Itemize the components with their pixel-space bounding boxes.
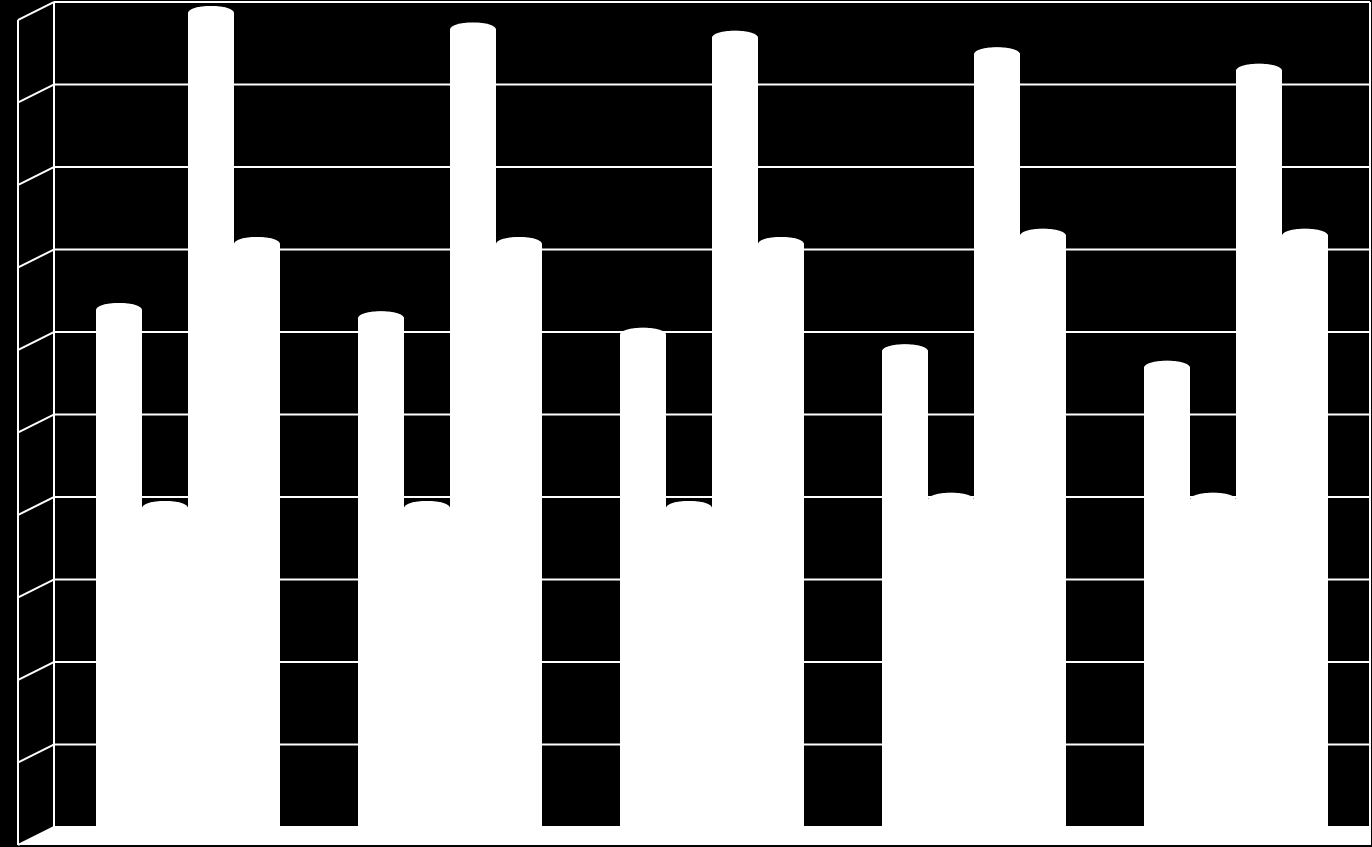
bar-base-g4-s2: [928, 831, 974, 845]
bar-cap-g5-s1: [1144, 361, 1190, 375]
bar-g2-s4: [496, 237, 542, 845]
bar-base-g2-s4: [496, 831, 542, 845]
bar-cap-g1-s2: [142, 501, 188, 515]
bar-cap-g3-s2: [666, 501, 712, 515]
bar-g5-s2: [1190, 493, 1236, 845]
bar-base-g1-s4: [234, 831, 280, 845]
bar-cap-g2-s1: [358, 311, 404, 325]
bar-base-g3-s3: [712, 831, 758, 845]
bar-cap-g2-s4: [496, 237, 542, 251]
bar-cap-g3-s1: [620, 328, 666, 342]
bar-cap-g1-s3: [188, 6, 234, 20]
bar-base-g2-s2: [404, 831, 450, 845]
bar-base-g2-s3: [450, 831, 496, 845]
bar-cap-g2-s3: [450, 23, 496, 37]
bar-base-g2-s1: [358, 831, 404, 845]
bar-g3-s3: [712, 31, 758, 845]
bar-g4-s4: [1020, 229, 1066, 845]
bar-g4-s3: [974, 47, 1020, 845]
bar-g5-s3: [1236, 64, 1282, 845]
bar-g1-s3: [188, 6, 234, 845]
bar-base-g5-s4: [1282, 831, 1328, 845]
bar-g3-s4: [758, 237, 804, 845]
bar-cap-g4-s4: [1020, 229, 1066, 243]
bar-g1-s1: [96, 303, 142, 845]
bar-base-g1-s1: [96, 831, 142, 845]
bar-g2-s2: [404, 501, 450, 845]
bar-base-g1-s2: [142, 831, 188, 845]
bar-base-g3-s2: [666, 831, 712, 845]
bar-g4-s1: [882, 344, 928, 845]
bar-base-g3-s1: [620, 831, 666, 845]
bar-cap-g3-s3: [712, 31, 758, 45]
bar-cap-g3-s4: [758, 237, 804, 251]
bar-g1-s2: [142, 501, 188, 845]
bar-cap-g2-s2: [404, 501, 450, 515]
bar-base-g5-s3: [1236, 831, 1282, 845]
bar-chart: [0, 0, 1372, 847]
bar-base-g4-s4: [1020, 831, 1066, 845]
bar-base-g1-s3: [188, 831, 234, 845]
bar-base-g4-s1: [882, 831, 928, 845]
bar-g3-s1: [620, 328, 666, 845]
bar-cap-g4-s1: [882, 344, 928, 358]
bar-g1-s4: [234, 237, 280, 845]
bar-base-g3-s4: [758, 831, 804, 845]
bar-base-g5-s1: [1144, 831, 1190, 845]
bar-g3-s2: [666, 501, 712, 845]
bar-cap-g1-s4: [234, 237, 280, 251]
bar-cap-g5-s4: [1282, 229, 1328, 243]
bar-cap-g5-s3: [1236, 64, 1282, 78]
bar-g2-s3: [450, 23, 496, 846]
bar-cap-g4-s3: [974, 47, 1020, 61]
bar-cap-g4-s2: [928, 493, 974, 507]
bar-base-g5-s2: [1190, 831, 1236, 845]
bar-g5-s1: [1144, 361, 1190, 845]
bar-cap-g5-s2: [1190, 493, 1236, 507]
bar-g4-s2: [928, 493, 974, 845]
bar-g5-s4: [1282, 229, 1328, 845]
bar-g2-s1: [358, 311, 404, 845]
bar-cap-g1-s1: [96, 303, 142, 317]
bar-base-g4-s3: [974, 831, 1020, 845]
